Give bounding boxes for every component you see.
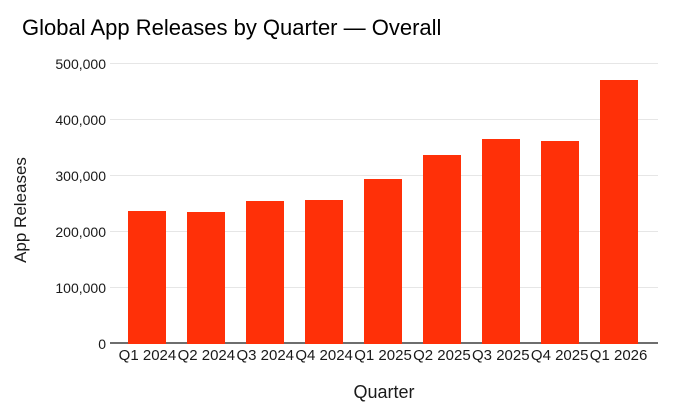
y-tick-label: 100,000 [55, 280, 106, 296]
bar-slot [236, 64, 295, 344]
y-tick-label: 0 [98, 336, 106, 352]
x-tick-label: Q3 2025 [472, 347, 530, 364]
bar-q4-2025 [540, 140, 579, 344]
bar-q2-2024 [187, 212, 226, 344]
bar-slot [118, 64, 177, 344]
bar-q3-2024 [246, 200, 285, 344]
y-axis-labels: 0 100,000 200,000 300,000 400,000 500,000 [0, 56, 106, 352]
x-tick-label: Q1 2024 [118, 347, 177, 364]
bar-slot [295, 64, 354, 344]
bar-q1-2026 [599, 79, 638, 344]
y-tick-label: 300,000 [55, 168, 106, 184]
y-tick-label: 500,000 [55, 56, 106, 72]
y-tick-label: 400,000 [55, 112, 106, 128]
x-axis-title: Quarter [353, 382, 415, 402]
x-tick-label: Q2 2025 [413, 347, 471, 364]
gridline [110, 119, 658, 120]
gridline [110, 63, 658, 64]
bar-slot [177, 64, 236, 344]
x-tick-label: Q4 2025 [530, 347, 589, 364]
chart-title: Global App Releases by Quarter — Overall [22, 15, 442, 40]
x-tick-label: Q2 2024 [177, 347, 236, 364]
plot-area [110, 63, 658, 344]
bar-q1-2025 [364, 178, 402, 344]
x-tick-label: Q4 2024 [295, 347, 353, 364]
x-tick-label: Q1 2025 [354, 347, 412, 364]
bar-q2-2025 [422, 155, 461, 344]
bar-q4-2024 [305, 199, 344, 344]
bars-row [118, 64, 648, 344]
x-tick-label: Q3 2024 [236, 347, 294, 364]
bar-slot [589, 64, 648, 344]
x-axis-labels: Q1 2024 Q2 2024 Q3 2024 Q4 2024 Q1 2025 Q2 20… [118, 347, 648, 365]
bar-q3-2025 [481, 139, 520, 344]
x-tick-label: Q1 2026 [589, 347, 648, 364]
y-tick-label: 200,000 [55, 224, 106, 240]
gridline [110, 175, 658, 176]
bar-slot [412, 64, 471, 344]
bar-slot [471, 64, 530, 344]
bar-q1-2024 [128, 211, 167, 344]
bar-slot [530, 64, 589, 344]
bar-slot [354, 64, 413, 344]
